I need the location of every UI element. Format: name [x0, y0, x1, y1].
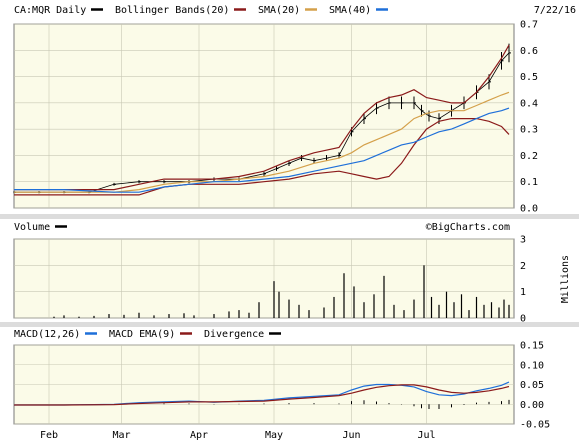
macd-y-tick-label: -0.05 — [520, 420, 550, 431]
price-legend-label: SMA(40) — [329, 5, 371, 16]
macd-y-tick-label: 0.00 — [520, 400, 544, 411]
volume-legend: Volume — [14, 222, 67, 233]
panel-separator — [0, 214, 579, 219]
price-series-line — [14, 91, 510, 193]
macd-series-line — [14, 381, 510, 406]
macd-legend-label: Divergence — [204, 329, 264, 340]
price-y-tick-label: 0.6 — [520, 46, 538, 57]
volume-y-tick-label: 2 — [520, 261, 526, 272]
chart-date: 7/22/16 — [534, 5, 576, 16]
axis-layer: 0.0 0.1 0.2 0.3 0.4 0.5 0.6 0.7 0 1 2 3 -0.05 0.00 0.0… — [520, 20, 550, 431]
x-tick-label: Jun — [342, 430, 360, 441]
price-y-tick-label: 0.2 — [520, 151, 538, 162]
price-series-line — [14, 107, 510, 193]
macd-legend-label: MACD(12,26) — [14, 329, 80, 340]
x-tick-label: Feb — [40, 430, 58, 441]
macd-y-tick-label: 0.05 — [520, 380, 544, 391]
price-y-tick-label: 0.7 — [520, 20, 538, 31]
volume-panel — [13, 238, 515, 319]
x-tick-label: Apr — [190, 430, 208, 441]
price-close-line — [14, 52, 510, 193]
x-axis: Feb Mar Apr May Jun Jul — [40, 430, 436, 441]
price-legend-label: CA:MQR Daily — [14, 5, 86, 16]
price-series-line — [14, 44, 510, 191]
macd-legend: MACD(12,26) MACD EMA(9) Divergence — [14, 329, 281, 340]
price-y-tick-label: 0.4 — [520, 98, 538, 109]
volume-y-tick-label: 1 — [520, 287, 526, 298]
macd-y-tick-label: 0.15 — [520, 341, 544, 352]
volume-y-tick-label: 3 — [520, 235, 526, 246]
price-y-tick-label: 0.0 — [520, 204, 538, 215]
price-legend-label: Bollinger Bands(20) — [115, 5, 229, 16]
price-y-tick-label: 0.1 — [520, 177, 538, 188]
volume-legend-label: Volume — [14, 222, 50, 233]
macd-legend-label: MACD EMA(9) — [109, 329, 175, 340]
macd-y-tick-label: 0.10 — [520, 360, 544, 371]
macd-series-line — [14, 384, 510, 406]
price-y-tick-label: 0.5 — [520, 72, 538, 83]
price-legend-label: SMA(20) — [258, 5, 300, 16]
volume-ylabel: Millions — [560, 255, 571, 303]
grid-layer — [14, 23, 514, 425]
marks-layer — [13, 43, 511, 409]
x-tick-label: Jul — [417, 430, 435, 441]
price-y-tick-label: 0.3 — [520, 125, 538, 136]
x-tick-label: Mar — [112, 430, 130, 441]
panel-separator — [0, 322, 579, 327]
price-legend: CA:MQR Daily Bollinger Bands(20) SMA(20) SM… — [14, 5, 388, 16]
x-tick-label: May — [265, 430, 283, 441]
volume-y-tick-label: 0 — [520, 314, 526, 325]
watermark: ©BigCharts.com — [426, 222, 510, 233]
